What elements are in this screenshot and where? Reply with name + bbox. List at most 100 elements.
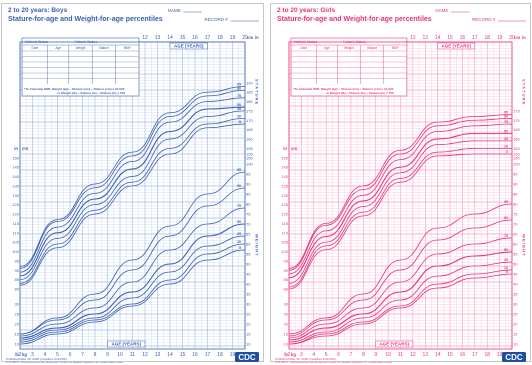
right-stature-tick-label: 170 xyxy=(513,118,520,123)
right-stature-tick-label: 180 xyxy=(246,99,253,104)
cdc-logo-background xyxy=(235,352,259,362)
top-age-tick-label: 18 xyxy=(484,35,490,41)
left-stature-tick-label: 135 xyxy=(281,183,288,188)
right-weight-tick-label: 60 xyxy=(513,242,518,247)
bottom-age-tick-label: 9 xyxy=(106,352,109,358)
age-axis-label-box-top xyxy=(437,42,476,50)
right-weight-tick-label: 80 xyxy=(246,202,251,207)
right-stature-tick-label: 150 xyxy=(513,155,520,160)
left-stature-tick-label: 145 xyxy=(281,165,288,170)
left-stature-tick-label: 80 xyxy=(15,287,20,292)
top-age-tick-label: 20 xyxy=(509,35,515,41)
top-age-tick-label: 16 xyxy=(192,35,198,41)
age-axis-label-box-bottom xyxy=(375,340,414,348)
age-axis-label-top: AGE (YEARS) xyxy=(174,44,204,49)
right-weight-tick-label: 70 xyxy=(513,222,518,227)
unit-cm-label-right: cm xyxy=(514,35,520,40)
right-stature-tick-label: 175 xyxy=(513,108,520,113)
stature-percentile-label: 10 xyxy=(504,144,508,148)
stature-axis-word: S T A T U R E xyxy=(255,79,260,105)
measurement-table xyxy=(21,37,140,97)
top-age-tick-label: 18 xyxy=(217,35,223,41)
top-age-tick-label: 14 xyxy=(435,35,441,41)
unit-cm-label-right: cm xyxy=(247,35,253,40)
top-age-tick-label: 13 xyxy=(155,35,161,41)
bmi-note-line-1: *To Calculate BMI: Weight (kg) ÷ Stature… xyxy=(293,87,394,91)
left-stature-tick-label: 150 xyxy=(281,155,288,160)
right-weight-tick-label: 50 xyxy=(246,262,251,267)
stature-percentile-curve xyxy=(288,123,513,275)
top-age-tick-label: 12 xyxy=(410,35,416,41)
boys-growth-chart: 2 to 20 years: Boys Stature-for-age and W… xyxy=(6,7,260,364)
grid-frame xyxy=(19,41,246,350)
left-stature-tick-label: 95 xyxy=(15,258,20,263)
weight-axis-word: W E I G H T xyxy=(255,234,260,256)
bottom-age-tick-label: 8 xyxy=(94,352,97,358)
top-age-tick-label: 17 xyxy=(472,35,478,41)
right-weight-tick-label: 20 xyxy=(513,322,518,327)
weight-axis-word: W E I G H T xyxy=(522,234,527,256)
left-weight-tick-label: 10 xyxy=(284,342,289,347)
left-stature-tick-label: 90 xyxy=(15,268,20,273)
chart-subtitle: 2 to 20 years: Boys xyxy=(8,7,68,14)
right-stature-tick-label: 155 xyxy=(246,146,253,151)
right-weight-tick-label: 85 xyxy=(513,192,518,197)
bottom-age-tick-label: 10 xyxy=(385,352,391,358)
left-stature-tick-label: 110 xyxy=(13,230,20,235)
stature-percentile-label: 75 xyxy=(504,120,508,124)
right-stature-tick-label: 165 xyxy=(513,127,520,132)
stature-percentile-label: 75 xyxy=(237,94,241,98)
weight-percentile-curve xyxy=(19,187,246,335)
table-column-header: Date xyxy=(32,46,39,50)
footer-line-2: SOURCE: Developed by the National Center… xyxy=(6,361,123,364)
right-weight-tick-label: 55 xyxy=(246,252,251,257)
unit-lb-label: lb xyxy=(284,352,288,357)
top-age-tick-label: 13 xyxy=(422,35,428,41)
right-weight-tick-label: 65 xyxy=(513,232,518,237)
right-stature-tick-label: 170 xyxy=(246,118,253,123)
unit-cm-label: cm xyxy=(22,146,28,151)
right-weight-tick-label: 30 xyxy=(513,302,518,307)
bmi-note-line-1: *To Calculate BMI: Weight (kg) ÷ Stature… xyxy=(24,87,125,91)
bottom-age-tick-label: 19 xyxy=(230,352,236,358)
weight-percentile-label: 5 xyxy=(506,270,508,274)
unit-kg-label: kg xyxy=(291,352,296,357)
weight-percentile-label: 90 xyxy=(237,184,241,188)
bmi-note-line-2: or Weight (lb) ÷ Stature (in) ÷ Stature … xyxy=(57,91,125,95)
stature-percentile-curve xyxy=(19,86,246,267)
age-axis-label-bottom: AGE (YEARS) xyxy=(380,342,410,347)
bottom-age-tick-label: 16 xyxy=(192,352,198,358)
table-column-header: Age xyxy=(324,46,330,50)
bottom-age-tick-label: 4 xyxy=(44,352,47,358)
left-stature-tick-label: 140 xyxy=(281,174,288,179)
bottom-age-tick-label: 9 xyxy=(374,352,377,358)
bottom-age-tick-label: 18 xyxy=(217,352,223,358)
weight-percentile-curve xyxy=(19,249,246,345)
right-weight-tick-label: 55 xyxy=(513,252,518,257)
weight-percentile-curve xyxy=(19,235,246,341)
table-column-header: Stature xyxy=(367,46,378,50)
right-weight-tick-label: 25 xyxy=(246,312,251,317)
bottom-age-tick-label: 2 xyxy=(19,352,22,358)
right-weight-tick-label: 15 xyxy=(513,332,518,337)
right-weight-tick-label: 95 xyxy=(246,172,251,177)
left-weight-tick-label: 30 xyxy=(284,302,289,307)
right-weight-tick-label: 35 xyxy=(246,292,251,297)
weight-percentile-curve xyxy=(288,261,513,343)
left-weight-tick-label: 20 xyxy=(284,322,289,327)
left-weight-tick-label: 15 xyxy=(15,332,20,337)
cdc-logo-background xyxy=(502,352,526,362)
bottom-age-tick-label: 18 xyxy=(484,352,490,358)
bottom-age-tick-label: 17 xyxy=(472,352,478,358)
bottom-age-tick-label: 5 xyxy=(325,352,328,358)
top-age-axis-band xyxy=(145,32,245,42)
bottom-age-tick-label: 15 xyxy=(447,352,453,358)
right-stature-tick-label: 190 xyxy=(246,80,253,85)
right-weight-tick-label: 90 xyxy=(246,182,251,187)
top-age-tick-label: 17 xyxy=(205,35,211,41)
table-column-header: Age xyxy=(55,46,61,50)
stature-percentile-label: 10 xyxy=(237,114,241,118)
table-column-header: Stature xyxy=(99,46,110,50)
right-weight-tick-label: 65 xyxy=(246,232,251,237)
top-age-tick-label: 19 xyxy=(230,35,236,41)
